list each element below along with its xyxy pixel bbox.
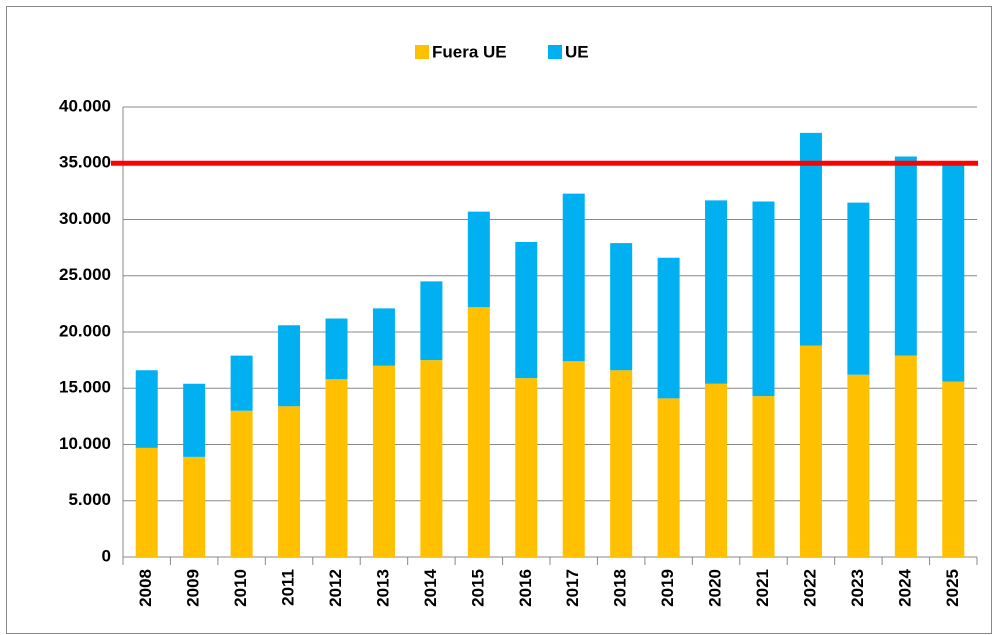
bar-segment	[231, 411, 253, 557]
bar-segment	[326, 379, 348, 557]
x-tick-label: 2015	[468, 569, 487, 607]
legend-swatch	[415, 45, 429, 59]
bar-segment	[278, 325, 300, 406]
x-tick-label: 2025	[943, 569, 962, 607]
y-tick-label: 30.000	[59, 209, 111, 228]
bar-segment	[800, 346, 822, 558]
bar-segment	[942, 161, 964, 382]
chart: 0 5.000 10.000 15.000 20.000 25.000 30.000 35.0…	[0, 0, 993, 635]
x-tick-label: 2016	[516, 569, 535, 607]
legend-label: UE	[565, 42, 589, 61]
x-tick-label: 2023	[848, 569, 867, 607]
bar-segment	[420, 281, 442, 360]
y-tick-label: 25.000	[59, 265, 111, 284]
bar-segment	[515, 242, 537, 378]
bar-segment	[183, 457, 205, 557]
bar-segment	[705, 384, 727, 557]
x-tick-label: 2017	[563, 569, 582, 607]
bar-segment	[895, 157, 917, 356]
bar-segment	[136, 448, 158, 557]
bar-segment	[847, 203, 869, 375]
y-tick-label: 15.000	[59, 378, 111, 397]
x-tick-label: 2010	[231, 569, 250, 607]
bar-segment	[610, 370, 632, 557]
bar-segment	[278, 406, 300, 557]
bar-segment	[563, 361, 585, 557]
bar-segment	[895, 356, 917, 557]
x-tick-label: 2024	[895, 568, 914, 606]
bar-segment	[847, 375, 869, 557]
x-tick-label: 2019	[658, 569, 677, 607]
bar-segment	[136, 370, 158, 448]
bar-segment	[658, 258, 680, 399]
x-tick-label: 2021	[753, 569, 772, 607]
x-tick-label: 2008	[136, 569, 155, 607]
x-tick-label: 2011	[279, 569, 298, 606]
bar-segment	[658, 398, 680, 557]
y-tick-label: 0	[102, 546, 111, 565]
x-tick-label: 2009	[184, 569, 203, 607]
y-tick-label: 20.000	[59, 321, 111, 340]
bar-segment	[610, 243, 632, 370]
y-tick-label: 35.000	[59, 153, 111, 172]
y-tick-label: 5.000	[68, 490, 111, 509]
bar-segment	[753, 396, 775, 557]
bar-segment	[373, 366, 395, 557]
x-tick-label: 2013	[373, 569, 392, 607]
y-tick-label: 10.000	[59, 434, 111, 453]
x-tick-label: 2022	[800, 569, 819, 607]
y-tick-label: 40.000	[59, 96, 111, 115]
bar-segment	[942, 382, 964, 558]
legend-label: Fuera UE	[432, 42, 507, 61]
bar-segment	[515, 378, 537, 557]
bar-segment	[468, 307, 490, 557]
x-tick-label: 2018	[611, 569, 630, 607]
bar-segment	[326, 319, 348, 380]
bar-segment	[468, 212, 490, 308]
bar-segment	[373, 308, 395, 365]
x-tick-label: 2012	[326, 569, 345, 607]
bar-segment	[420, 360, 442, 557]
bar-segment	[563, 194, 585, 362]
x-tick-label: 2014	[421, 568, 440, 606]
bar-segment	[705, 200, 727, 383]
bar-segment	[753, 202, 775, 397]
bar-segment	[183, 384, 205, 457]
x-tick-label: 2020	[706, 569, 725, 607]
legend-swatch	[548, 45, 562, 59]
bar-segment	[231, 356, 253, 411]
